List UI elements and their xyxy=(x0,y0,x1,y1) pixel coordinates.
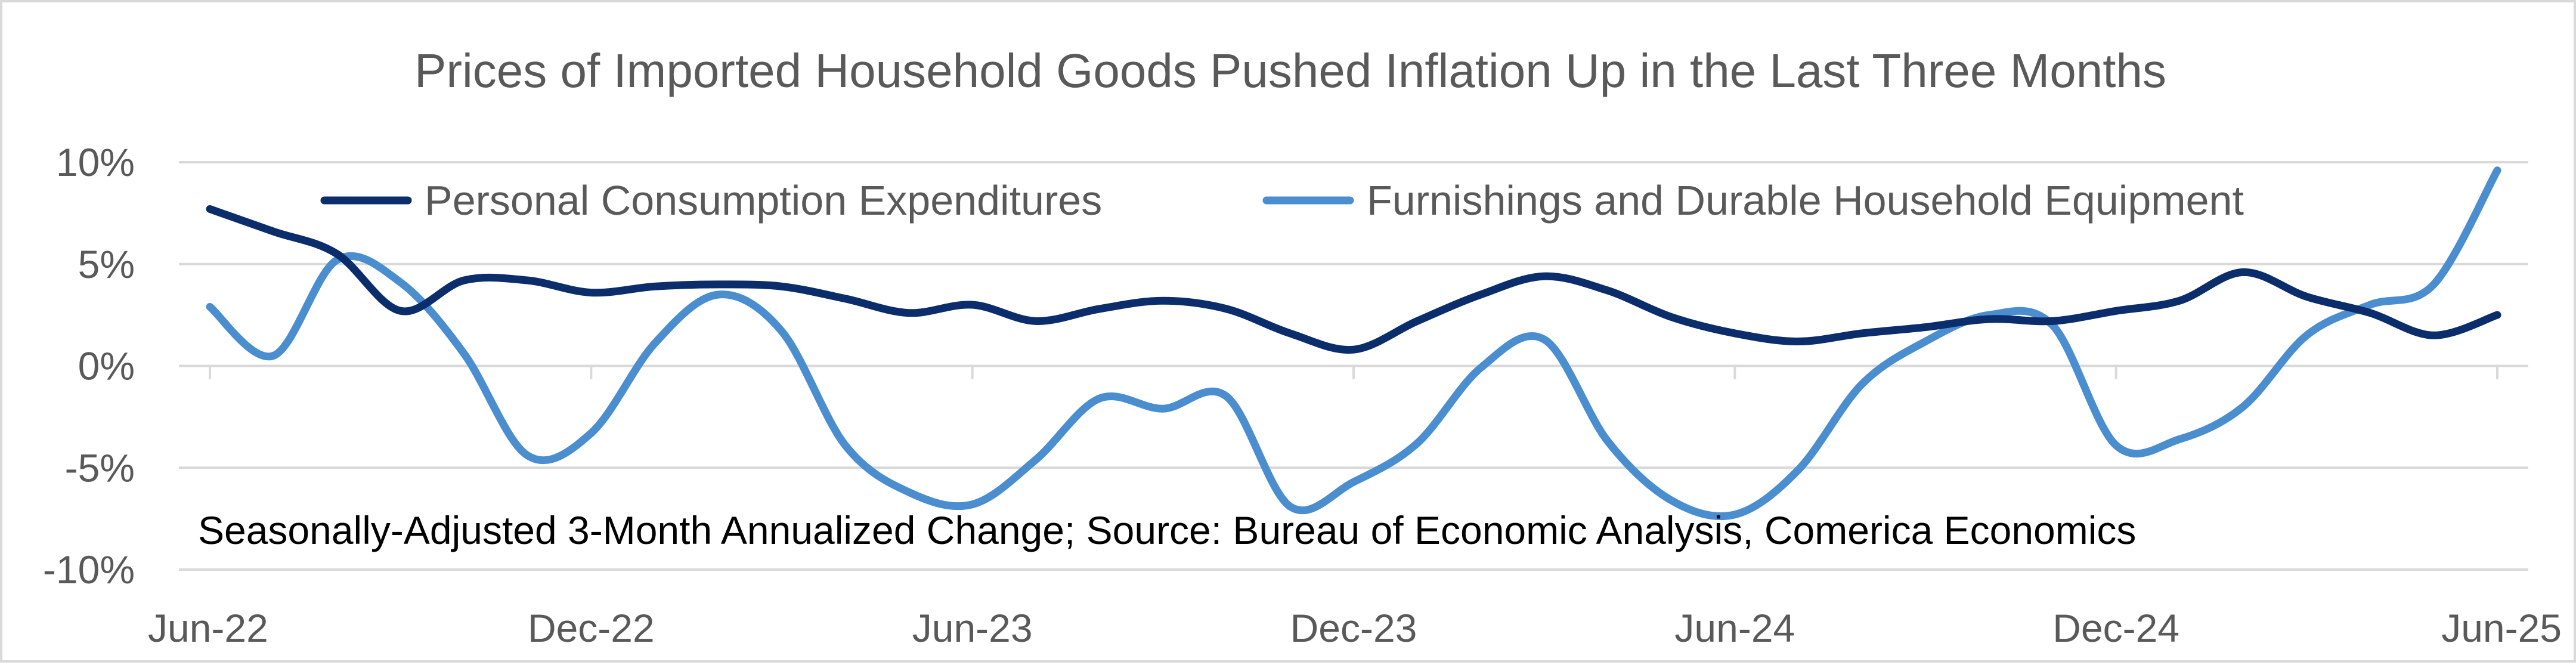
series-line-0 xyxy=(206,205,2501,354)
series-lines xyxy=(206,166,2501,520)
y-axis-tick-labels: 10% 5% 0% -5% -10% xyxy=(43,140,135,592)
chart-title: Prices of Imported Household Goods Pushe… xyxy=(414,44,2166,97)
x-tick-label: Jun-23 xyxy=(912,606,1033,650)
x-tick-label: Jun-25 xyxy=(2441,606,2562,650)
legend-label-1: Furnishings and Durable Household Equipm… xyxy=(1367,177,2244,224)
x-tick-label: Dec-24 xyxy=(2052,606,2179,650)
x-tick-label: Dec-23 xyxy=(1290,606,1417,650)
y-tick-label: 5% xyxy=(78,242,135,286)
y-tick-label: 10% xyxy=(56,140,135,184)
legend: Personal Consumption Expenditures Furnish… xyxy=(320,177,2244,224)
y-tick-label: -10% xyxy=(43,548,135,592)
x-tick-label: Dec-22 xyxy=(528,606,655,650)
y-tick-label: -5% xyxy=(65,446,135,490)
gridlines xyxy=(179,161,2528,571)
y-tick-label: 0% xyxy=(78,344,135,388)
source-annotation: Seasonally-Adjusted 3-Month Annualized C… xyxy=(198,508,2136,552)
legend-label-0: Personal Consumption Expenditures xyxy=(425,177,1102,224)
x-tick-label: Jun-22 xyxy=(148,606,268,650)
x-tick-label: Jun-24 xyxy=(1674,606,1795,650)
x-axis-tick-labels: Jun-22 Dec-22 Jun-23 Dec-23 Jun-24 Dec-24 Jun-… xyxy=(148,606,2562,650)
series-line-1 xyxy=(206,166,2501,520)
